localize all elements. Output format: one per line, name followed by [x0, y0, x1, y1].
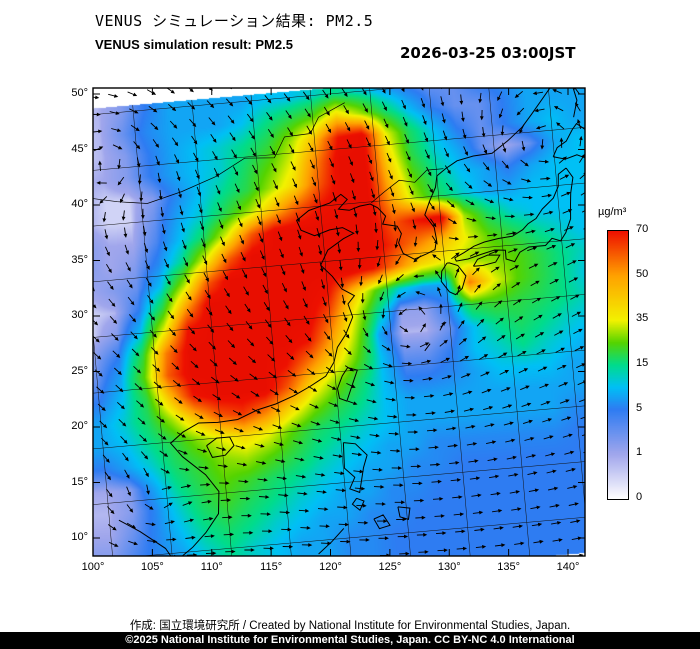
- copyright-text: ©2025 National Institute for Environment…: [125, 634, 575, 646]
- y-tick-label: 20°: [71, 420, 88, 432]
- graticule: [93, 88, 585, 556]
- page-title-japanese: VENUS シミュレーション結果: PM2.5: [95, 12, 374, 30]
- x-tick-label: 100°: [81, 561, 105, 573]
- y-tick-label: 15°: [71, 475, 88, 488]
- colorbar-tick-label: 35: [636, 312, 649, 325]
- x-tick-label: 140°: [556, 561, 580, 573]
- colorbar-tick-label: 70: [636, 223, 649, 235]
- country-borders: [93, 102, 444, 204]
- y-tick-label: 25°: [71, 364, 88, 377]
- y-tick-label: 40°: [71, 198, 88, 210]
- map-overlay: [92, 87, 586, 557]
- colorbar-tick-label: 1: [636, 446, 643, 459]
- coastlines: [118, 88, 585, 556]
- map-frame: [92, 87, 586, 557]
- credit-line: 作成: 国立環境研究所 / Created by National Instit…: [129, 620, 571, 632]
- y-tick-label: 30°: [71, 309, 88, 321]
- y-tick-label: 10°: [71, 531, 88, 543]
- page-title-english: VENUS simulation result: PM2.5: [95, 37, 293, 52]
- colorbar-tick-label: 50: [636, 267, 649, 280]
- colorbar-unit-label: µg/m³: [598, 206, 627, 218]
- colorbar-tick-label: 0: [636, 491, 643, 503]
- colorbar-tick-label: 15: [636, 357, 649, 369]
- x-tick-label: 120°: [319, 561, 342, 573]
- y-tick-label: 35°: [71, 253, 88, 266]
- x-tick-label: 135°: [497, 561, 521, 573]
- x-tick-label: 110°: [200, 561, 223, 573]
- x-tick-label: 125°: [378, 561, 402, 573]
- x-tick-label: 115°: [260, 561, 283, 573]
- colorbar-tick-label: 5: [636, 401, 643, 414]
- colorbar: [607, 230, 629, 500]
- y-tick-label: 50°: [71, 87, 88, 99]
- x-tick-label: 105°: [140, 561, 164, 573]
- copyright-bar: ©2025 National Institute for Environment…: [0, 632, 700, 649]
- pm25-heatmap: [93, 88, 585, 556]
- axis-tick-marks: [92, 88, 585, 556]
- valid-time-label: 2026-03-25 03:00JST: [400, 44, 576, 62]
- x-tick-label: 130°: [437, 561, 461, 573]
- y-tick-label: 45°: [71, 142, 88, 155]
- wind-arrow-shafts: [93, 88, 585, 556]
